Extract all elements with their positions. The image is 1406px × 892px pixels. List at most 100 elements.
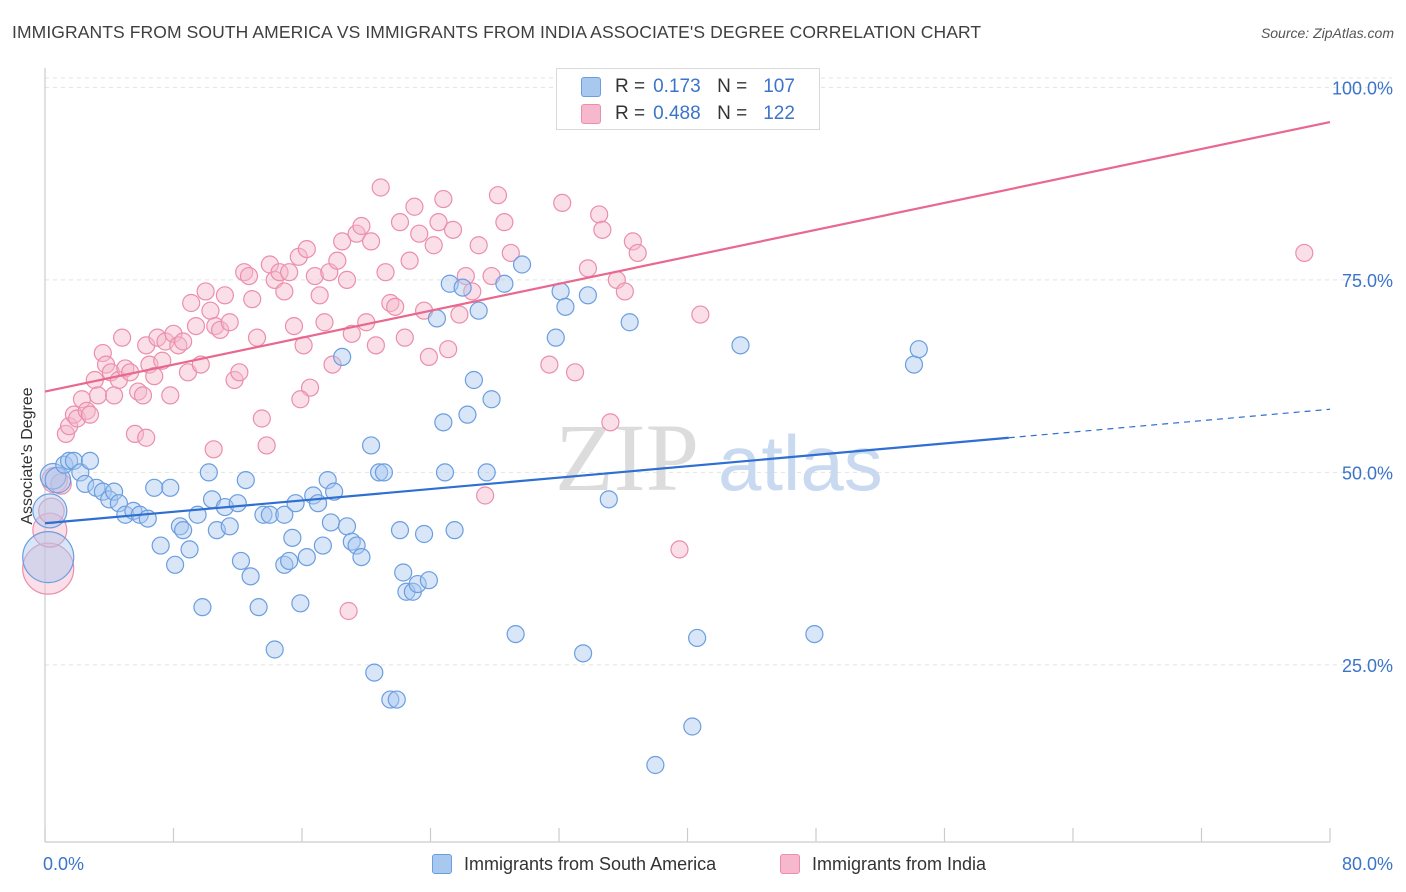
data-point-south-america <box>688 628 707 648</box>
y-tick-label: 25.0% <box>1342 656 1393 676</box>
legend-n-label: N = <box>717 76 748 97</box>
data-point-south-america <box>283 528 302 547</box>
bottom-legend-india[interactable]: Immigrants from India <box>780 852 986 876</box>
data-point-south-america <box>104 482 124 501</box>
data-point-south-america <box>241 567 260 586</box>
data-point-india <box>339 601 358 621</box>
data-point-india <box>328 251 347 270</box>
y-axis-label: Associate's Degree <box>19 387 36 525</box>
data-point-south-america <box>805 624 824 644</box>
data-point-south-america <box>249 598 268 617</box>
data-point-south-america <box>265 640 284 659</box>
data-point-south-america <box>199 463 218 482</box>
data-point-south-america <box>318 471 337 490</box>
data-point-india <box>275 282 294 301</box>
data-point-india <box>186 317 206 336</box>
series-india-points <box>22 178 1314 621</box>
data-point-india <box>352 216 371 236</box>
data-point-india <box>88 386 108 405</box>
x-tick-label-min: 0.0% <box>43 854 84 874</box>
data-point-south-america <box>180 540 199 559</box>
data-point-india <box>628 243 647 263</box>
y-tick-label: 75.0% <box>1342 271 1393 291</box>
data-point-south-america <box>445 521 464 540</box>
data-point-india <box>601 413 620 432</box>
watermark: ZIP atlas <box>555 404 883 511</box>
legend-r-value-south-america: 0.173 <box>653 76 701 97</box>
data-point-south-america <box>352 547 371 567</box>
data-point-india <box>22 542 75 595</box>
data-point-south-america <box>291 594 310 613</box>
data-point-india <box>593 220 612 239</box>
data-point-india <box>297 240 316 259</box>
data-point-south-america <box>646 755 665 775</box>
data-point-india <box>400 251 419 270</box>
data-point-south-america <box>573 644 593 663</box>
trend-line-south-america <box>44 436 1009 525</box>
data-point-india <box>204 440 223 459</box>
legend-r-label: R = <box>615 103 646 124</box>
data-point-india <box>456 266 475 286</box>
data-point-india <box>270 263 289 282</box>
data-point-india <box>450 305 469 324</box>
bottom-legend-south-america[interactable]: Immigrants from South America <box>432 852 716 876</box>
data-point-india <box>280 263 299 282</box>
legend-n-value-south-america: 107 <box>763 76 795 97</box>
data-point-south-america <box>458 405 477 424</box>
data-point-india <box>284 317 304 336</box>
data-point-india <box>691 305 710 324</box>
data-point-south-america <box>506 624 525 644</box>
data-point-india <box>386 297 405 316</box>
data-point-india <box>196 282 215 301</box>
data-point-south-america <box>64 451 84 470</box>
data-point-india <box>376 263 395 282</box>
data-point-south-america <box>254 505 273 524</box>
data-point-south-america <box>313 536 332 555</box>
data-point-india <box>540 355 559 374</box>
data-point-south-america <box>556 297 575 316</box>
data-point-india <box>210 320 230 340</box>
data-point-south-america <box>546 328 565 347</box>
data-point-south-america <box>374 463 394 482</box>
data-point-india <box>410 224 429 243</box>
data-point-south-america <box>151 536 170 555</box>
data-point-south-america <box>387 690 406 709</box>
legend-n-value-india: 122 <box>763 103 795 124</box>
data-point-india <box>104 386 124 405</box>
data-point-south-america <box>370 463 389 482</box>
data-point-south-america <box>59 451 79 470</box>
data-point-india <box>137 428 156 447</box>
data-point-india <box>333 232 352 251</box>
data-point-india <box>80 405 100 424</box>
bottom-legend-label-south-america: Immigrants from South America <box>464 853 717 874</box>
data-point-india <box>419 347 438 366</box>
data-point-south-america <box>435 463 455 482</box>
data-point-india <box>495 213 514 232</box>
data-point-india <box>112 328 132 347</box>
data-point-india <box>488 186 508 205</box>
data-point-india <box>434 189 453 209</box>
data-point-south-america <box>904 355 924 374</box>
data-point-india <box>305 266 324 286</box>
chart-title: IMMIGRANTS FROM SOUTH AMERICA VS IMMIGRA… <box>12 22 982 42</box>
trend-lines <box>44 120 1331 525</box>
legend-r-value-india: 0.488 <box>653 103 701 124</box>
data-point-india <box>174 332 193 351</box>
y-tick-label: 100.0% <box>1332 78 1393 98</box>
data-point-india <box>366 336 385 355</box>
data-point-india <box>243 290 262 309</box>
data-point-india <box>93 343 112 363</box>
legend-n-label: N = <box>717 103 748 124</box>
data-point-south-america <box>166 555 185 574</box>
data-point-india <box>215 286 234 305</box>
data-point-india <box>670 540 689 559</box>
data-point-south-america <box>408 574 427 594</box>
data-point-south-america <box>427 309 447 328</box>
data-point-south-america <box>361 436 381 455</box>
data-point-india <box>230 363 249 382</box>
data-point-india <box>315 313 334 332</box>
data-point-south-america <box>390 521 410 540</box>
data-point-south-america <box>32 493 68 529</box>
source-credit: Source: ZipAtlas.com <box>1260 25 1394 41</box>
data-point-south-america <box>683 717 702 736</box>
